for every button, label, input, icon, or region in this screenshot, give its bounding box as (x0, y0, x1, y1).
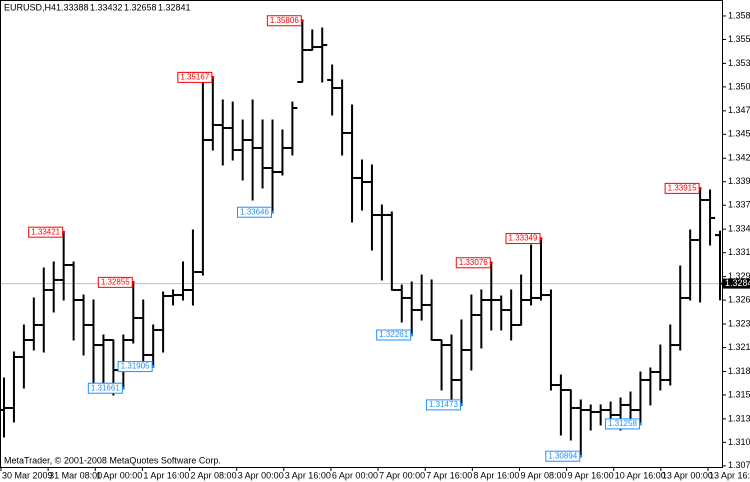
y-tick-label: 1.33725 (728, 200, 750, 210)
high-labels-dot (698, 186, 702, 190)
high-labels-dot (489, 261, 493, 265)
high-labels-dot (131, 280, 135, 284)
low-labels-dot (121, 386, 125, 390)
high-labels: 1.35167 (180, 73, 209, 82)
x-tick-label: 3 Apr 16:00 (285, 470, 331, 480)
low-labels-dot (271, 210, 274, 214)
y-tick-label: 1.31050 (728, 437, 750, 447)
x-tick-label: 6 Apr 00:00 (332, 470, 378, 480)
header-open: 1.33388 (56, 2, 89, 12)
y-tick-label: 1.34525 (728, 129, 750, 139)
low-labels: 1.32261 (379, 330, 408, 339)
high-labels-dot (211, 75, 215, 79)
y-tick-label: 1.31315 (728, 413, 750, 423)
high-labels: 1.33076 (459, 258, 488, 267)
low-labels-dot (410, 333, 414, 337)
high-labels: 1.35806 (270, 16, 299, 25)
header-high: 1.33432 (90, 2, 123, 12)
x-tick-label: 30 Mar 2009 (2, 470, 53, 480)
high-labels: 1.33349 (509, 234, 538, 243)
y-tick-label: 1.34790 (728, 105, 750, 115)
low-labels: 1.31258 (608, 419, 637, 428)
high-labels: 1.33915 (668, 183, 697, 192)
header-close: 1.32841 (158, 2, 191, 12)
x-tick-label: 7 Apr 16:00 (426, 470, 472, 480)
low-labels: 1.31905 (121, 362, 150, 371)
x-tick-label: 2 Apr 08:00 (191, 470, 237, 480)
x-tick-label: 8 Apr 16:00 (473, 470, 519, 480)
y-tick-label: 1.35860 (728, 10, 750, 20)
y-tick-label: 1.35595 (728, 34, 750, 44)
low-labels-dot (459, 403, 463, 407)
high-labels: 1.32855 (101, 277, 130, 286)
low-labels: 1.30894 (548, 451, 577, 460)
high-labels-dot (62, 230, 66, 234)
y-tick-label: 1.32385 (728, 318, 750, 328)
high-labels: 1.33421 (31, 227, 60, 236)
x-tick-label: 10 Apr 16:00 (615, 470, 666, 480)
price-tag-box (723, 278, 750, 289)
low-labels: 1.33646 (240, 207, 269, 216)
y-tick-label: 1.33990 (728, 176, 750, 186)
high-labels-dot (300, 19, 304, 23)
low-labels: 1.31661 (91, 383, 120, 392)
x-tick-label: 3 Apr 00:00 (238, 470, 284, 480)
y-tick-label: 1.33190 (728, 247, 750, 257)
symbol: EURUSD,H4 (4, 2, 56, 12)
y-tick-label: 1.32920 (728, 271, 750, 281)
y-tick-label: 1.33455 (728, 224, 750, 234)
low-labels-dot (151, 365, 155, 369)
y-tick-label: 1.35060 (728, 81, 750, 91)
y-tick-label: 1.35325 (728, 58, 750, 68)
x-tick-label: 1 Apr 16:00 (143, 470, 189, 480)
y-tick-label: 1.34255 (728, 153, 750, 163)
x-tick-label: 9 Apr 16:00 (568, 470, 614, 480)
x-tick-label: 9 Apr 08:00 (520, 470, 566, 480)
x-tick-label: 13 Apr 16:00 (709, 470, 750, 480)
x-tick-label: 31 Mar 08:00 (49, 470, 102, 480)
header-low: 1.32658 (124, 2, 157, 12)
y-tick-label: 1.32655 (728, 294, 750, 304)
low-labels: 1.31473 (429, 400, 458, 409)
y-tick-label: 1.31850 (728, 366, 750, 376)
plot-frame (0, 0, 723, 468)
y-tick-label: 1.32120 (728, 342, 750, 352)
x-tick-label: 1 Apr 00:00 (96, 470, 142, 480)
y-tick-label: 1.30785 (728, 460, 750, 470)
y-tick-label: 1.31585 (728, 389, 750, 399)
price-tag: 1.32841 (725, 278, 750, 288)
x-tick-label: 13 Apr 00:00 (662, 470, 713, 480)
low-labels-dot (638, 422, 642, 426)
low-labels-dot (579, 454, 583, 458)
copyright: MetaTrader, © 2001-2008 MetaQuotes Softw… (4, 455, 221, 465)
x-tick-label: 7 Apr 00:00 (379, 470, 425, 480)
high-labels-dot (539, 237, 543, 241)
